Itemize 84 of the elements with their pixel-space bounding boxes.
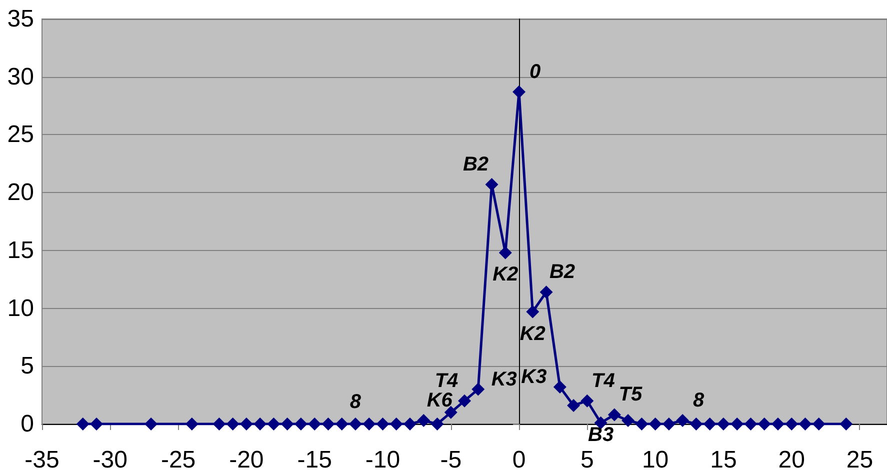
point [690,418,703,430]
annotation: K3 [521,366,547,388]
y-tick-label: 15 [7,236,34,264]
point [430,418,444,430]
point [444,406,458,419]
point [403,418,416,430]
point [676,414,690,428]
y-tick-label: 25 [7,121,34,148]
x-tick-label: -30 [92,446,128,474]
point [744,418,758,430]
point [716,418,730,430]
point [362,418,376,430]
point [540,286,553,299]
x-tick-label: 15 [710,446,737,474]
x-tick-label: -10 [365,446,400,474]
point [280,418,294,430]
point [267,418,280,430]
annotation: B2 [549,261,576,284]
point [185,418,198,430]
annotation: 0 [529,60,541,83]
point [553,380,566,394]
point [567,398,580,412]
x-tick-label: -5 [440,446,462,474]
x-tick-label: 25 [846,446,874,474]
point [703,418,716,430]
annotation: 8 [693,390,705,412]
point [417,414,430,428]
point [635,418,648,430]
point [758,418,771,430]
annotation: T4 [434,370,458,392]
y-tick-label: 35 [7,6,34,32]
point [322,418,335,430]
point [730,418,744,430]
point [608,408,621,422]
y-tick-label: 20 [7,179,34,206]
annotation: K3 [491,368,517,390]
x-tick-label: 10 [642,446,669,474]
point [472,382,485,396]
point [498,246,512,260]
point [771,418,784,430]
point [458,394,471,408]
annotation: K6 [426,390,454,412]
y-tick-label: 10 [7,294,34,322]
point [526,305,540,318]
point [485,178,498,191]
y-tick-label: 0 [20,410,34,438]
x-tick-label: -35 [24,446,60,474]
annotation: T5 [618,384,643,406]
point [785,418,798,430]
point [348,418,362,430]
x-tick-label: 0 [512,446,526,474]
x-tick-label: -20 [229,446,264,474]
annotation: K2 [520,322,546,345]
annotation: B2 [462,153,489,176]
point [580,394,594,408]
point [376,418,390,430]
annotation: 8 [350,391,362,413]
point [308,418,322,430]
point [294,418,308,430]
x-tick-label: 20 [778,446,805,474]
point [622,414,635,428]
point [144,418,158,430]
y-tick-label: 30 [7,63,34,90]
point [512,85,526,98]
point [335,418,348,430]
point [812,418,826,430]
point [254,418,267,430]
annotation: T4 [591,370,615,392]
point [212,418,226,430]
x-tick-label: -25 [160,446,196,474]
point [662,418,676,430]
y-tick-label: 5 [20,352,34,380]
point [90,418,104,430]
point [226,418,240,430]
x-tick-label: 5 [580,446,594,474]
annotation: K2 [492,264,518,286]
point [840,418,853,430]
point [390,418,403,430]
x-tick-label: -15 [297,446,332,474]
point [240,418,253,430]
point [76,418,90,430]
annotation: B3 [588,424,614,446]
point [798,418,812,430]
point [648,418,662,430]
